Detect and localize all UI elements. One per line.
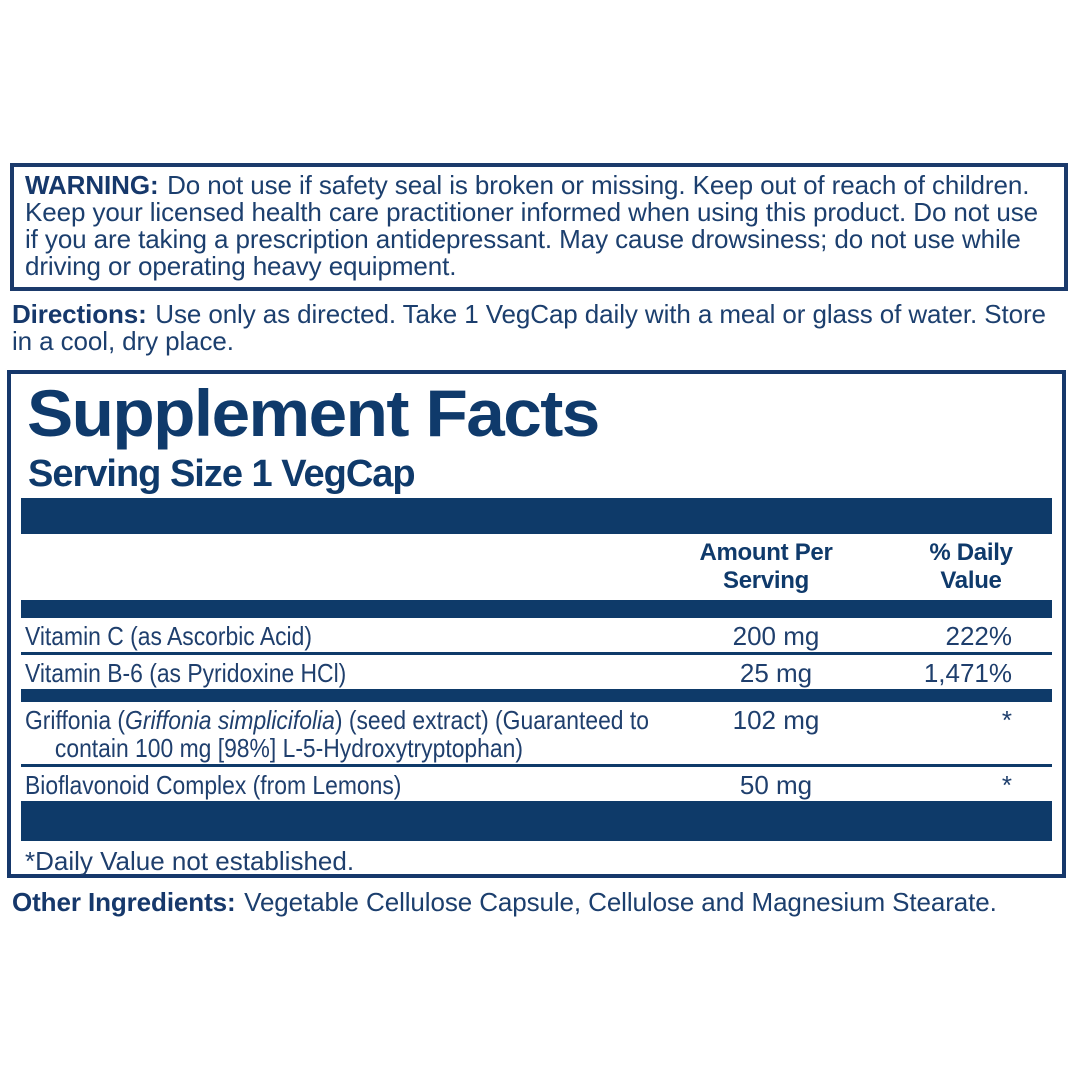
other-ingredients-body-text: Vegetable Cellulose Capsule, Cellulose a…	[244, 887, 997, 917]
supplement-facts-title: Supplement Facts	[27, 376, 600, 450]
table-row-bioflavonoid: Bioflavonoid Complex (from Lemons) 50 mg…	[21, 767, 1052, 801]
nutrient-amount: 200 mg	[732, 621, 820, 651]
nutrient-name-suffix: ) (seed extract) (Guaranteed to	[334, 705, 649, 735]
table-row-griffonia: Griffonia (Griffonia simplicifolia) (see…	[21, 702, 1052, 764]
table-row-vitamin-c: Vitamin C (as Ascorbic Acid) 200 mg 222%	[21, 618, 1052, 652]
nutrient-amount: 50 mg	[739, 770, 813, 800]
nutrient-daily-value: 222%	[945, 621, 1013, 651]
nutrient-name: Vitamin C (as Ascorbic Acid)	[25, 621, 312, 651]
nutrient-name-prefix: Griffonia (	[25, 705, 126, 735]
nutrient-name: Vitamin B-6 (as Pyridoxine HCl)	[25, 658, 347, 688]
divider-bar-under-header	[21, 600, 1052, 618]
amount-per-serving-header: Amount Per Serving	[699, 539, 833, 594]
table-header-row: Amount Per Serving % Daily Value	[21, 534, 1052, 600]
nutrient-name-line2: contain 100 mg [98%] L-5-Hydroxytryptoph…	[54, 733, 523, 763]
daily-value-footnote: *Daily Value not established.	[25, 846, 355, 876]
divider-bar-medium	[21, 689, 1052, 702]
warning-body-text: Do not use if safety seal is broken or m…	[25, 170, 1039, 281]
divider-rule	[21, 764, 1052, 767]
nutrient-amount: 102 mg	[732, 705, 820, 735]
directions-paragraph: Directions: Use only as directed. Take 1 …	[12, 301, 1070, 355]
divider-bar-top	[21, 498, 1052, 534]
nutrient-daily-value: 1,471%	[923, 658, 1012, 688]
directions-body-text: Use only as directed. Take 1 VegCap dail…	[12, 299, 1046, 356]
table-row-vitamin-b6: Vitamin B-6 (as Pyridoxine HCl) 25 mg 1,…	[21, 655, 1052, 689]
other-ingredients-label: Other Ingredients:	[12, 887, 236, 917]
other-ingredients-paragraph: Other Ingredients: Vegetable Cellulose Ca…	[12, 889, 1072, 916]
percent-daily-value-header: % Daily Value	[929, 539, 1013, 594]
nutrient-name-latin: Griffonia simplicifolia	[125, 705, 335, 735]
warning-box: WARNING: Do not use if safety seal is bro…	[10, 163, 1068, 291]
serving-size-text: Serving Size 1 VegCap	[28, 453, 416, 495]
warning-paragraph: WARNING: Do not use if safety seal is bro…	[25, 172, 1054, 280]
divider-bar-bottom	[21, 801, 1052, 841]
divider-rule	[21, 652, 1052, 655]
nutrient-daily-value: *	[1001, 705, 1012, 735]
warning-label: WARNING:	[25, 170, 159, 200]
nutrient-name: Bioflavonoid Complex (from Lemons)	[25, 770, 402, 800]
supplement-facts-panel: Supplement Facts Serving Size 1 VegCap A…	[7, 370, 1066, 878]
nutrient-name: Griffonia (Griffonia simplicifolia) (see…	[25, 706, 929, 734]
nutrient-daily-value: *	[1001, 770, 1012, 800]
directions-label: Directions:	[12, 299, 147, 329]
nutrient-amount: 25 mg	[739, 658, 813, 688]
